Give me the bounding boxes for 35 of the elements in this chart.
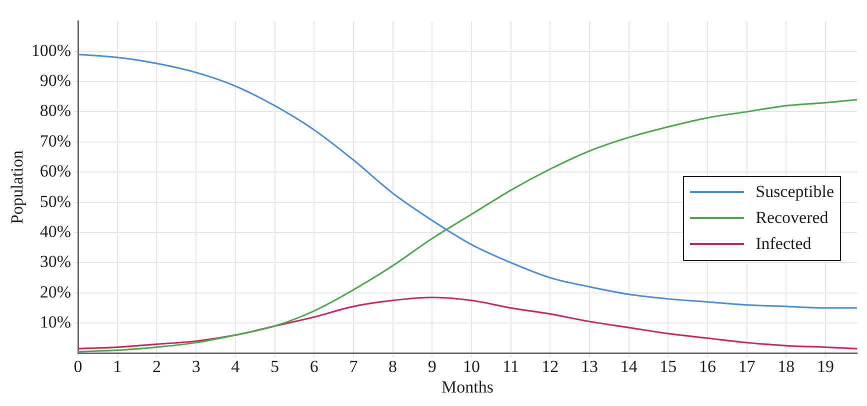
x-axis-title: Months [442,377,494,396]
legend-label: Recovered [756,207,828,229]
y-tick-label: 60% [40,162,72,181]
x-tick-label: 4 [231,356,240,376]
y-tick-label: 50% [40,192,72,211]
x-tick-label: 15 [660,356,677,376]
y-tick-label: 30% [40,252,72,272]
x-tick-label: 5 [270,356,280,376]
x-tick-label: 7 [349,356,358,376]
y-tick-label: 10% [40,312,72,332]
x-tick-label: 10 [462,356,480,376]
y-tick-label: 70% [40,131,72,150]
x-tick-label: 14 [620,356,638,376]
legend-label: Infected [756,233,812,255]
y-tick-label: 20% [40,282,72,302]
x-tick-label: 2 [152,356,161,376]
x-tick-label: 11 [502,356,519,376]
x-tick-label: 17 [738,356,756,376]
y-axis-title: Population [8,150,27,224]
x-tick-label: 3 [192,356,200,376]
legend-label: Susceptible [756,181,834,203]
x-tick-label: 8 [388,356,398,376]
x-tick-label: 18 [778,356,795,376]
y-tick-label: 100% [31,40,72,60]
x-tick-label: 12 [542,356,559,376]
y-tick-label: 90% [40,71,72,90]
x-tick-label: 6 [310,356,318,376]
x-tick-label: 1 [113,356,122,376]
y-tick-label: 80% [40,101,72,120]
x-tick-label: 9 [428,356,436,376]
x-tick-label: 19 [817,356,834,376]
y-tick-label: 40% [40,222,72,241]
x-tick-label: 0 [74,356,82,376]
x-tick-label: 16 [699,356,716,376]
x-tick-label: 13 [580,356,598,376]
